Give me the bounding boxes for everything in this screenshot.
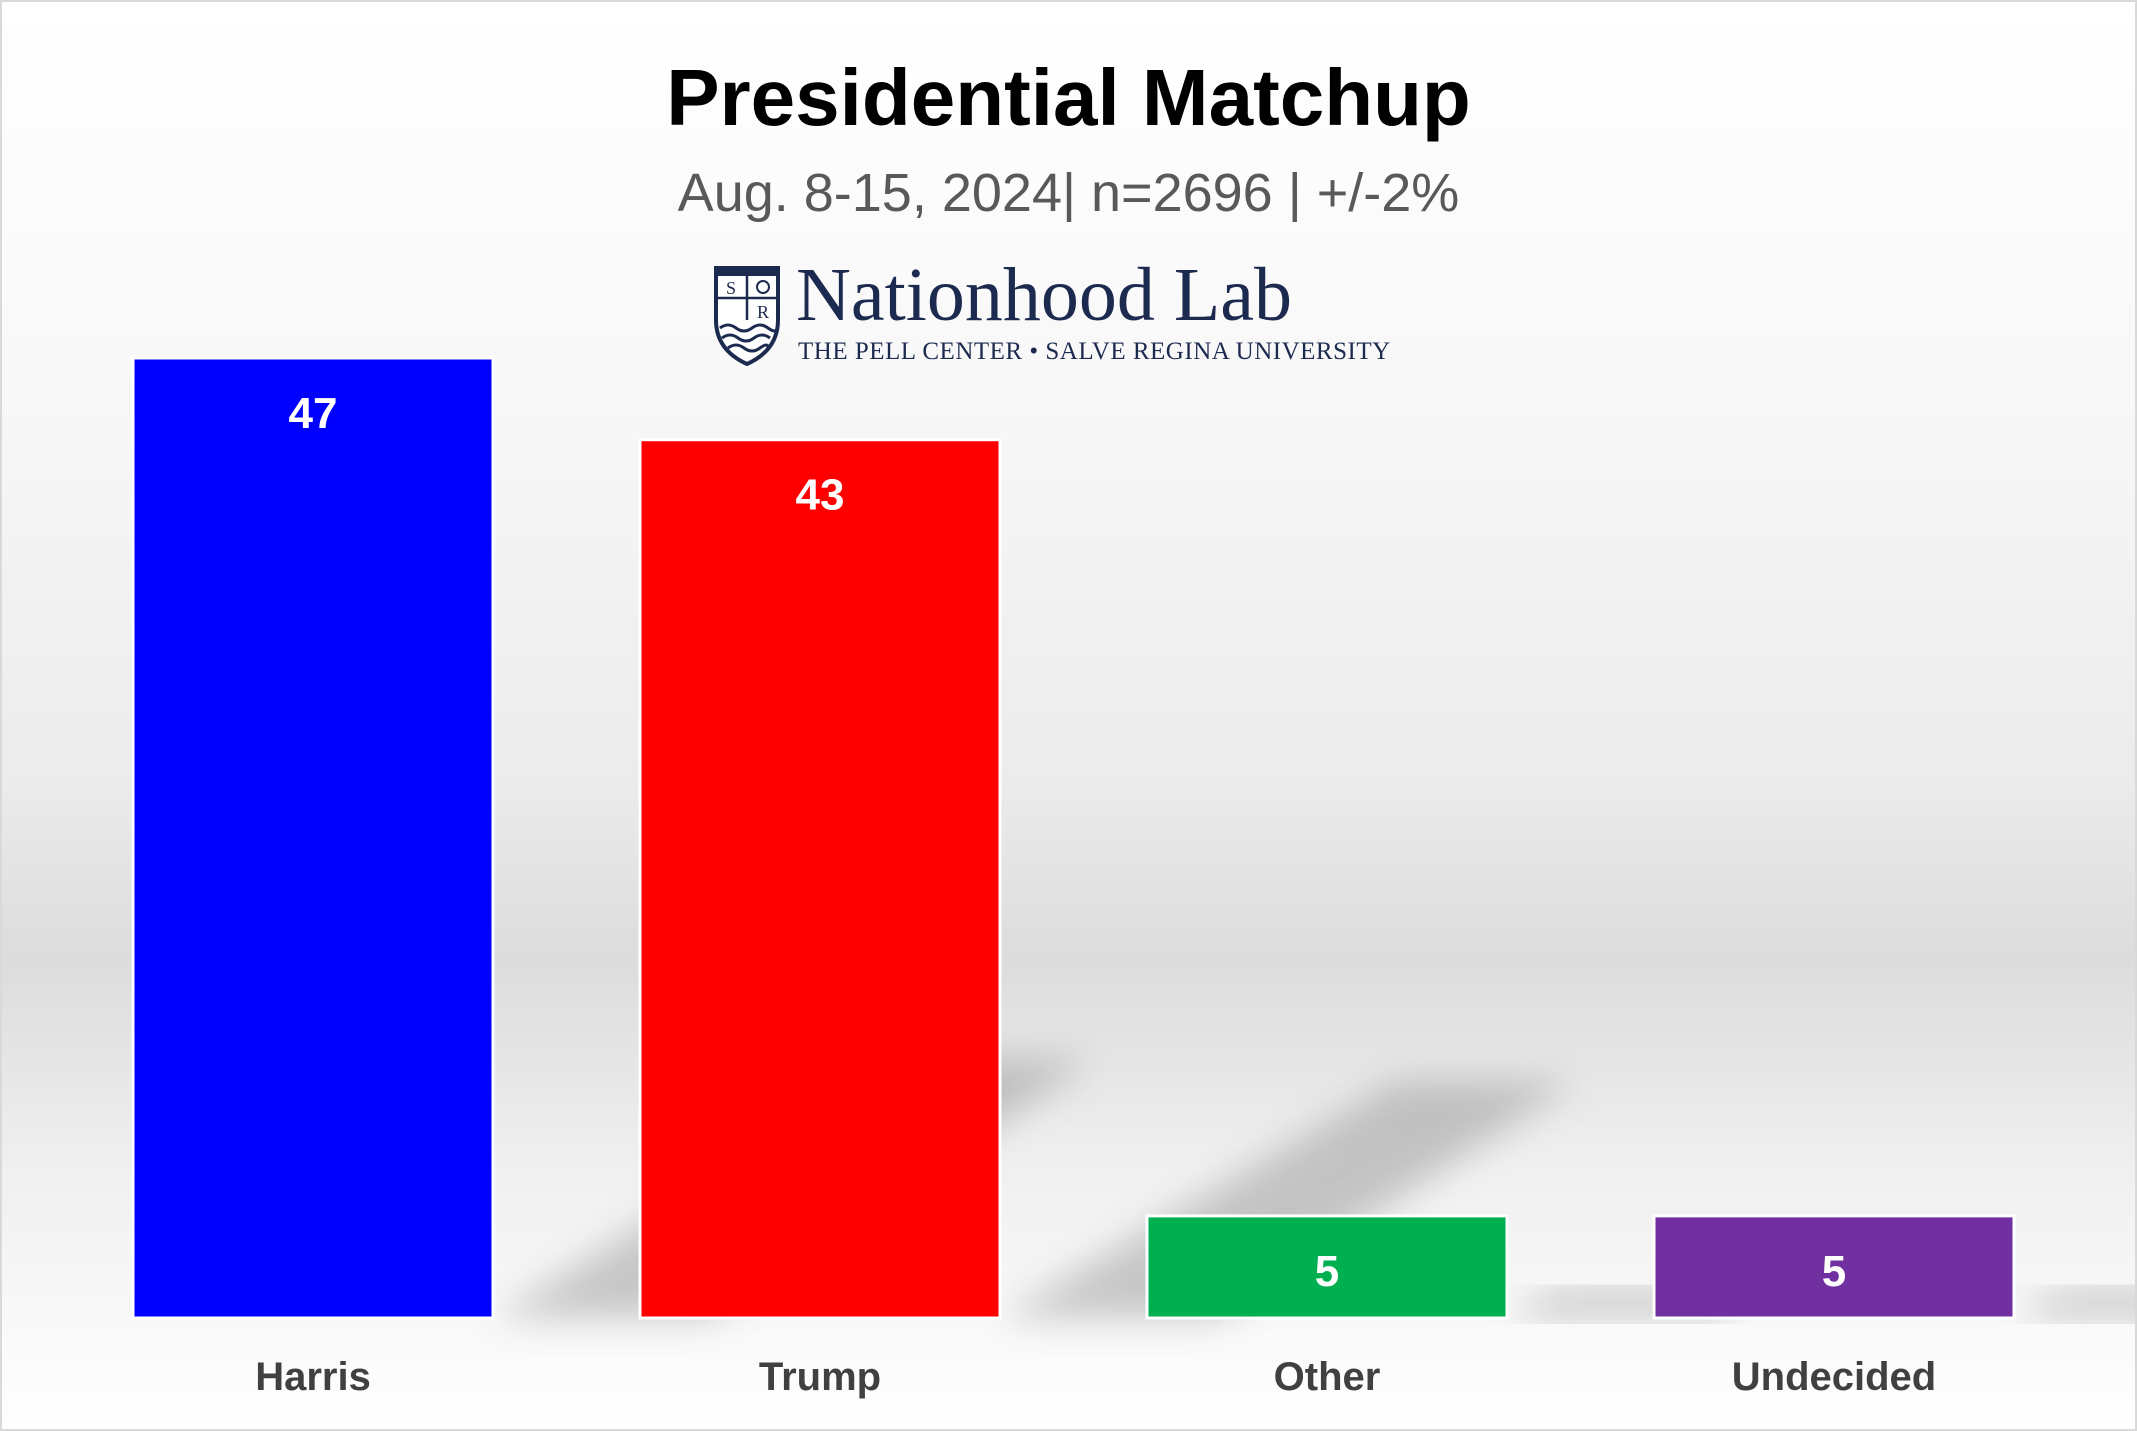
bar-other [1145, 1214, 1509, 1320]
bar-shadow [2014, 1290, 2135, 1318]
bar-value-label: 47 [289, 389, 338, 438]
chart-subtitle: Aug. 8-15, 2024| n=2696 | +/-2% [677, 163, 1460, 223]
bars [131, 356, 2016, 1320]
shield-letter-s: S [726, 278, 736, 298]
category-label: Trump [759, 1355, 881, 1399]
chart-title: Presidential Matchup [666, 53, 1471, 142]
bar-value-label: 43 [796, 471, 845, 520]
category-label: Harris [255, 1355, 371, 1399]
category-labels: Harris Trump Other Undecided [255, 1355, 1936, 1399]
bar-trump [638, 438, 1002, 1320]
shield-letter-r: R [757, 302, 769, 322]
university-shield-icon: S R [714, 266, 780, 366]
bar-harris [131, 356, 495, 1320]
bar-value-labels: 47 43 5 5 [289, 389, 1847, 1296]
bar-value-label: 5 [1315, 1247, 1339, 1296]
category-label: Undecided [1732, 1355, 1936, 1399]
logo-name: Nationhood Lab [796, 253, 1293, 337]
bar-undecided [1652, 1214, 2016, 1320]
nationhood-lab-logo: S R Nationhood Lab THE PELL CENTER • SAL… [708, 253, 1408, 370]
bar-value-label: 5 [1822, 1247, 1846, 1296]
logo-tagline: THE PELL CENTER • SALVE REGINA UNIVERSIT… [798, 338, 1391, 365]
category-label: Other [1274, 1355, 1381, 1399]
bar-shadow [1000, 1080, 1576, 1318]
